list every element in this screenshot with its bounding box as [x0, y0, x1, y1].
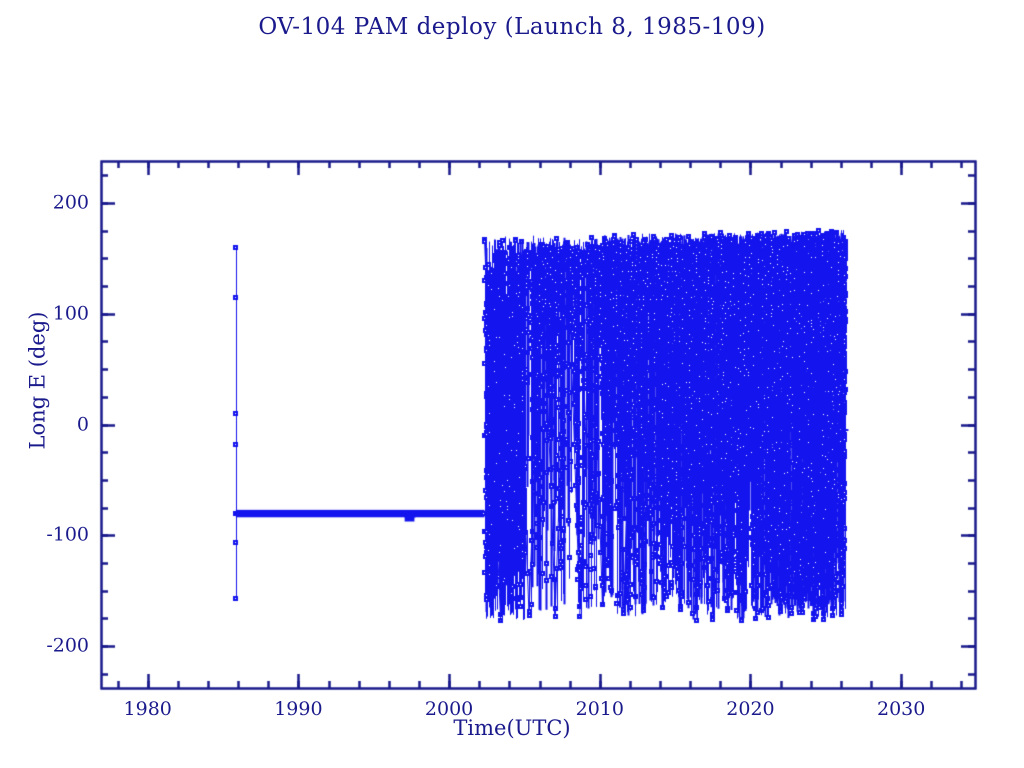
x-tick-label: 2030: [876, 698, 926, 720]
y-tick-label: 200: [52, 191, 89, 214]
y-tick-label: 0: [76, 413, 89, 435]
y-axis-title: Long E (deg): [25, 311, 50, 450]
x-tick-label: 2010: [575, 698, 624, 720]
chart-title: OV-104 PAM deploy (Launch 8, 1985-109): [258, 14, 766, 40]
x-tick-label: 2020: [726, 698, 775, 720]
y-tick-label: -100: [46, 523, 89, 546]
y-tick-label: -200: [46, 634, 89, 657]
x-tick-label: 1980: [123, 698, 172, 720]
y-tick-label: 100: [52, 302, 89, 325]
x-tick-label: 1990: [274, 698, 323, 720]
x-tick-label: 2000: [424, 698, 474, 720]
x-axis-title: Time(UTC): [453, 716, 571, 740]
